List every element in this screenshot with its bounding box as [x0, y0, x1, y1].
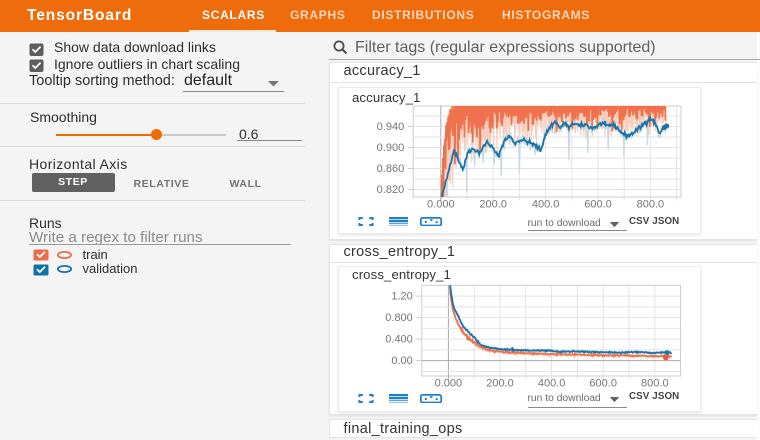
svg-text:0.900: 0.900 — [376, 142, 404, 154]
svg-text:200.0: 200.0 — [479, 198, 507, 210]
svg-text:200.0: 200.0 — [486, 377, 514, 389]
svg-text:0.800: 0.800 — [385, 312, 413, 324]
svg-text:600.0: 600.0 — [584, 198, 612, 210]
svg-text:1.20: 1.20 — [391, 290, 412, 302]
svg-text:400.0: 400.0 — [537, 377, 565, 389]
svg-text:400.0: 400.0 — [531, 198, 559, 210]
svg-text:0.00: 0.00 — [391, 355, 412, 367]
svg-text:800.0: 800.0 — [636, 198, 664, 210]
svg-text:0.820: 0.820 — [376, 184, 404, 196]
svg-text:0.940: 0.940 — [376, 121, 404, 133]
svg-text:600.0: 600.0 — [589, 377, 617, 389]
svg-text:0.400: 0.400 — [385, 333, 413, 345]
svg-text:0.000: 0.000 — [434, 377, 462, 389]
svg-text:800.0: 800.0 — [641, 377, 669, 389]
svg-text:0.860: 0.860 — [376, 163, 404, 175]
svg-text:0.000: 0.000 — [427, 198, 455, 210]
